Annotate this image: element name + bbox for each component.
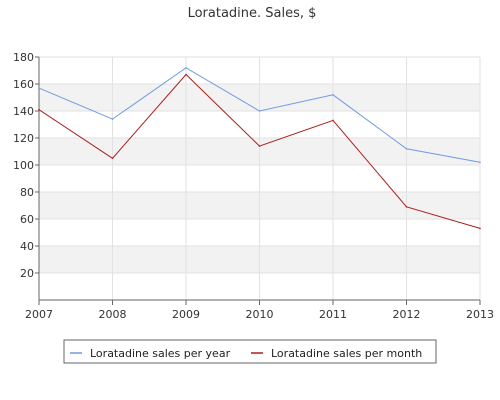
axes [35,56,481,305]
legend-box [63,339,437,364]
y-tick-label-160: 160 [13,78,34,91]
x-tick-label-2011: 2011 [319,308,347,321]
x-tick-label-2013: 2013 [466,308,494,321]
data-point-1-2007 [38,108,40,111]
y-tick-label-100: 100 [13,159,34,172]
data-point-0-2011 [332,94,334,96]
y-tick-label-40: 40 [20,240,34,253]
x-tick-label-2008: 2008 [99,308,127,321]
data-point-1-2008 [111,157,114,160]
data-point-0-2009 [185,67,187,69]
data-point-1-2009 [185,73,187,76]
chart-title: Loratadine. Sales, $ [188,6,317,21]
data-point-1-2011 [332,119,334,122]
data-point-0-2013 [479,161,481,164]
x-tick-label-2010: 2010 [246,308,274,321]
series-lines [38,67,481,230]
data-point-1-2010 [258,145,261,147]
x-tick-label-2007: 2007 [25,308,53,321]
legend: Loratadine sales per year Loratadine sal… [63,339,437,364]
data-point-1-2012 [405,206,408,208]
y-tick-label-180: 180 [13,51,34,64]
y-tick-label-60: 60 [20,213,34,226]
data-point-0-2012 [405,148,408,150]
data-point-0-2010 [258,110,261,112]
y-tick-label-20: 20 [20,267,34,280]
y-tick-label-140: 140 [13,105,34,118]
data-point-1-2013 [479,227,481,230]
x-tick-label-2009: 2009 [172,308,200,321]
x-axis-tick-labels: 2007 2008 2009 2010 2011 2012 2013 [25,308,494,321]
legend-label-sales-per-month: Loratadine sales per month [271,347,422,360]
y-axis-tick-labels: 20 40 60 80 100 120 140 160 180 [13,51,34,280]
y-tick-label-80: 80 [20,186,34,199]
y-tick-label-120: 120 [13,132,34,145]
x-tick-label-2012: 2012 [393,308,421,321]
data-point-0-2007 [38,87,40,89]
legend-label-sales-per-year: Loratadine sales per year [90,347,231,360]
data-point-0-2008 [111,118,114,120]
